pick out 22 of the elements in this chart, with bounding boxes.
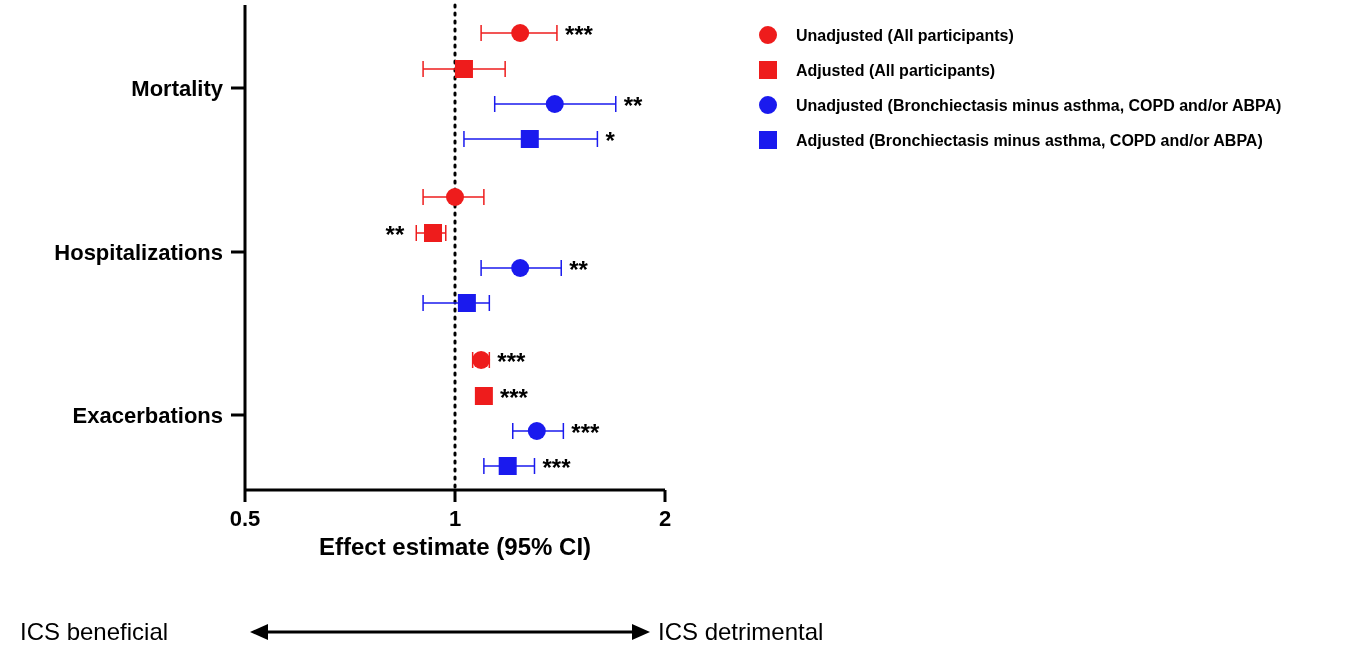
legend-label: Adjusted (All participants) [796, 62, 996, 79]
data-label: *** [571, 419, 601, 446]
data-label: ** [569, 256, 589, 283]
y-tick-label: Hospitalizations [54, 240, 223, 265]
data-label: *** [497, 348, 527, 375]
text: ICS detrimental [658, 618, 824, 645]
y-tick-label: Exacerbations [72, 403, 223, 428]
x-tick-label: 0.5 [229, 506, 261, 531]
data-label: *** [542, 454, 572, 481]
x-tick-label: 1 [448, 506, 462, 531]
data-label: ** [623, 92, 644, 119]
x-axis-title: Effect estimate (95% CI) [318, 533, 592, 560]
data-label: *** [499, 384, 529, 411]
legend-label: Unadjusted (Bronchiectasis minus asthma, COPD and/or ABPA) [796, 97, 1282, 114]
data-label: *** [564, 21, 594, 48]
data-label: ** [385, 221, 405, 248]
legend-label: Adjusted (Bronchiectasis minus asthma, COPD and/or ABPA) [796, 132, 1263, 149]
legend-label: Unadjusted (All participants) [796, 27, 1014, 44]
x-tick-label: 2 [658, 506, 672, 531]
text: ICS beneficial [20, 618, 169, 645]
data-label: * [605, 127, 616, 154]
y-tick-label: Mortality [131, 76, 224, 101]
